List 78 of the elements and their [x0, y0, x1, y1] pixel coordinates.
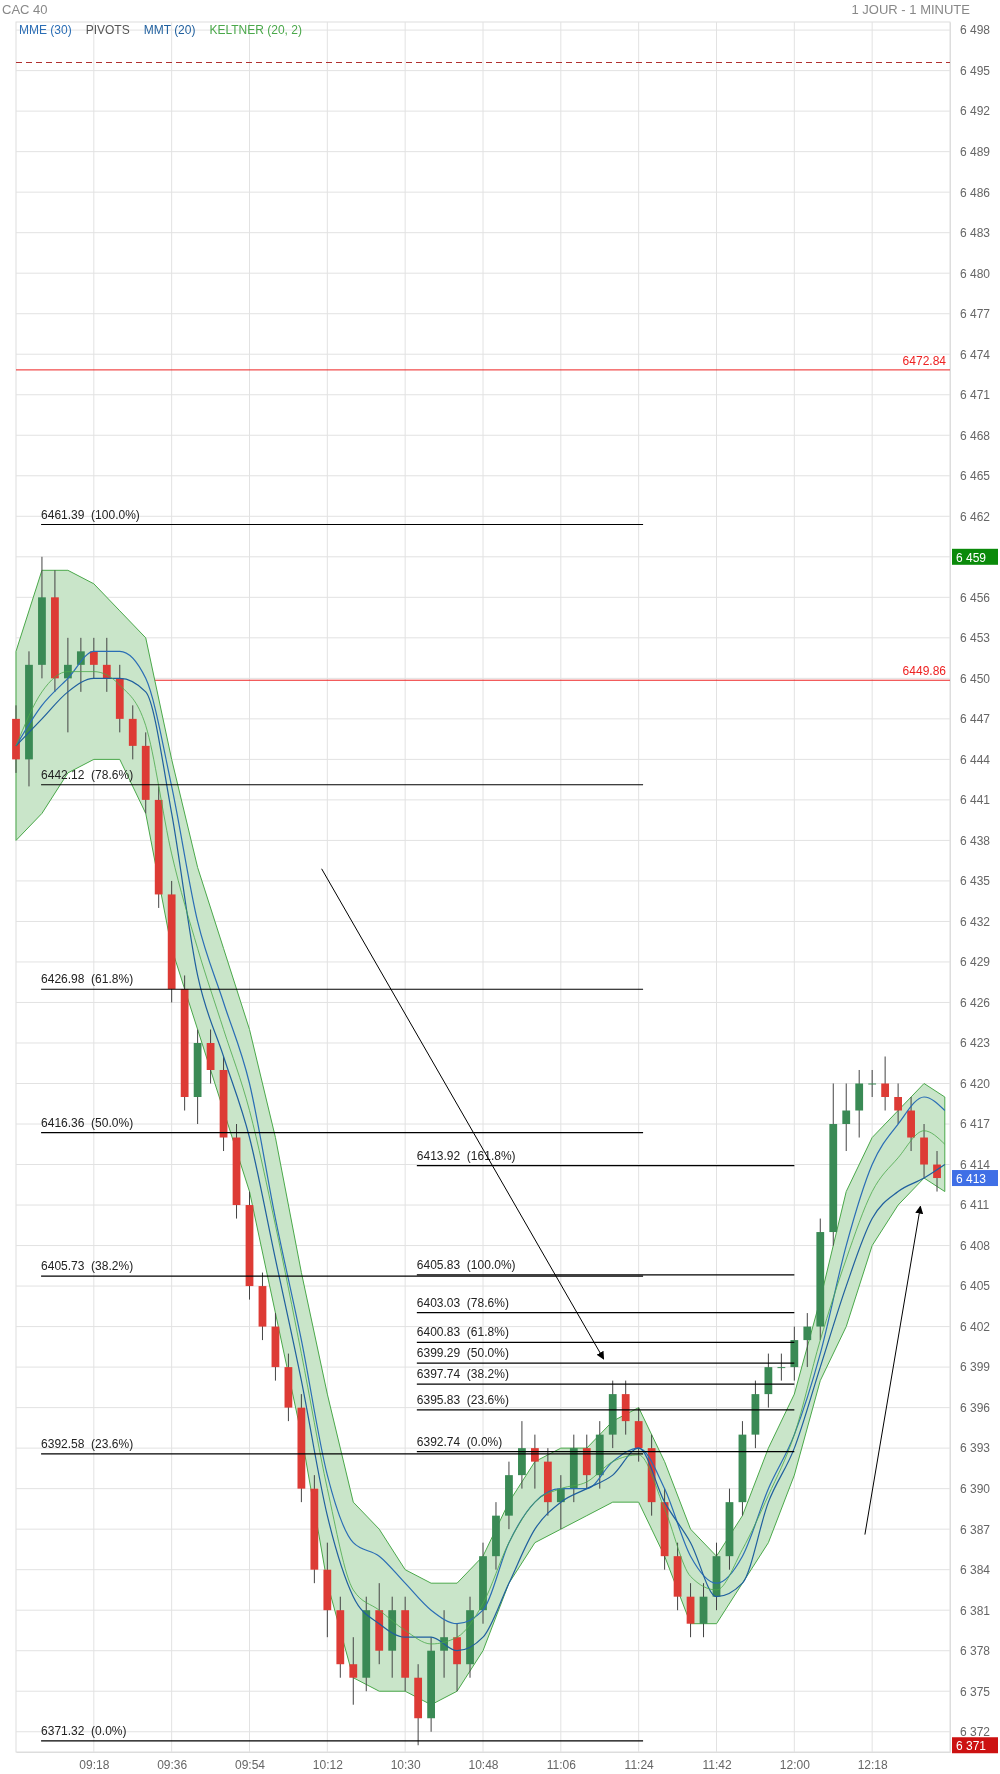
annotation: PIVOTS — [85, 23, 130, 37]
x-tick-label: 11:24 — [624, 1757, 655, 1772]
y-tick-label: 6 384 — [960, 1563, 991, 1578]
y-tick-label: 6 489 — [960, 144, 991, 159]
y-tick-label: 6 381 — [960, 1603, 991, 1618]
y-tick-label: 6 483 — [960, 226, 991, 241]
y-tick-label: 6 447 — [960, 712, 991, 727]
y-tick-label: 6 468 — [960, 428, 991, 443]
annotation: 6442.12 (78.6%) — [41, 767, 134, 782]
y-tick-label: 6 420 — [960, 1076, 991, 1091]
y-tick-label: 6 411 — [960, 1198, 990, 1213]
x-tick-label: 12:18 — [857, 1757, 889, 1772]
x-tick-label: 09:54 — [234, 1757, 266, 1772]
annotation: 6392.58 (23.6%) — [41, 1436, 134, 1451]
annotation: 6416.36 (50.0%) — [41, 1115, 134, 1130]
y-tick-label: 6 390 — [960, 1481, 991, 1496]
annotation: 6461.39 (100.0%) — [41, 507, 140, 522]
annotation: 6397.74 (38.2%) — [416, 1367, 509, 1382]
y-tick-label: 6 477 — [960, 307, 991, 322]
chart-title: CAC 40 — [2, 2, 48, 17]
y-tick-label: 6 417 — [960, 1117, 991, 1132]
y-tick-label: 6 423 — [960, 1036, 991, 1051]
y-tick-label: 6 438 — [960, 833, 991, 848]
y-tick-label: 6 450 — [960, 671, 991, 686]
y-tick-label: 6 414 — [960, 1157, 991, 1172]
y-tick-label: 6 372 — [960, 1725, 991, 1740]
y-tick-label: 6 492 — [960, 104, 991, 119]
chart-subtitle: 1 JOUR - 1 MINUTE — [851, 2, 971, 17]
y-tick-label: 6 402 — [960, 1319, 991, 1334]
y-tick-label: 6 486 — [960, 185, 991, 200]
ref-line-label: 6472.84 — [902, 353, 947, 368]
annotation: 6405.83 (100.0%) — [416, 1257, 516, 1272]
y-tick-label: 6 471 — [960, 388, 991, 403]
annotation: 6371.32 (0.0%) — [41, 1723, 127, 1738]
y-tick-label: 6 405 — [960, 1279, 991, 1294]
y-tick-label: 6 426 — [960, 995, 991, 1010]
y-tick-label: 6 462 — [960, 509, 991, 524]
ref-line-label: 6449.86 — [902, 664, 947, 679]
y-tick-label: 6 387 — [960, 1522, 991, 1537]
y-tick-label: 6 441 — [960, 793, 991, 808]
text: MMT (20) — [143, 23, 196, 37]
x-tick-label: 10:48 — [468, 1757, 499, 1772]
y-tick-label: 6 495 — [960, 63, 991, 78]
y-tick-label: 6 480 — [960, 266, 991, 281]
y-tick-label: 6 375 — [960, 1684, 991, 1699]
y-tick-label: 6 408 — [960, 1238, 991, 1253]
annotation: 6426.98 (61.8%) — [41, 972, 134, 987]
annotation: 6403.03 (78.6%) — [416, 1295, 509, 1310]
x-tick-label: 12:00 — [779, 1757, 811, 1772]
y-tick-label: 6 498 — [960, 23, 991, 38]
y-tick-label: 6 378 — [960, 1644, 991, 1659]
y-tick-label: 6 429 — [960, 955, 991, 970]
y-tick-label: 6 432 — [960, 914, 991, 929]
x-tick-label: 09:36 — [157, 1757, 188, 1772]
text: MME (30) — [19, 23, 72, 37]
text: 6 459 — [956, 550, 987, 565]
x-tick-label: 10:30 — [390, 1757, 422, 1772]
x-tick-label: 09:18 — [79, 1757, 110, 1772]
y-tick-label: 6 435 — [960, 874, 991, 889]
text: 6 371 — [956, 1739, 987, 1754]
y-tick-label: 6 474 — [960, 347, 991, 362]
x-tick-label: 11:42 — [702, 1757, 732, 1772]
annotation: 6395.83 (23.6%) — [416, 1392, 509, 1407]
x-tick-label: 11:06 — [546, 1757, 577, 1772]
annotation: 6392.74 (0.0%) — [416, 1434, 503, 1449]
text: KELTNER (20, 2) — [209, 23, 302, 37]
y-tick-label: 6 456 — [960, 590, 991, 605]
y-tick-label: 6 393 — [960, 1441, 991, 1456]
y-tick-label: 6 465 — [960, 469, 991, 484]
annotation: 6400.83 (61.8%) — [416, 1325, 509, 1340]
x-tick-label: 10:12 — [312, 1757, 344, 1772]
y-tick-label: 6 399 — [960, 1360, 991, 1375]
y-tick-label: 6 453 — [960, 631, 991, 646]
annotation: 6405.73 (38.2%) — [41, 1259, 134, 1274]
y-tick-label: 6 396 — [960, 1400, 991, 1415]
y-tick-label: 6 444 — [960, 752, 991, 767]
annotation: 6399.29 (50.0%) — [416, 1346, 509, 1361]
text: 6 413 — [956, 1172, 987, 1187]
